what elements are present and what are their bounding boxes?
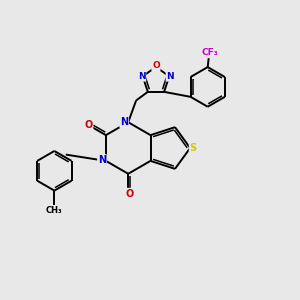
Text: S: S [190,143,197,153]
Text: N: N [98,155,106,165]
Text: CF₃: CF₃ [201,48,218,57]
Text: CH₃: CH₃ [46,206,63,215]
Text: N: N [138,72,146,81]
Text: O: O [125,189,133,199]
Text: O: O [152,61,160,70]
Text: O: O [84,120,93,130]
Text: N: N [120,117,128,127]
Text: N: N [166,72,174,81]
